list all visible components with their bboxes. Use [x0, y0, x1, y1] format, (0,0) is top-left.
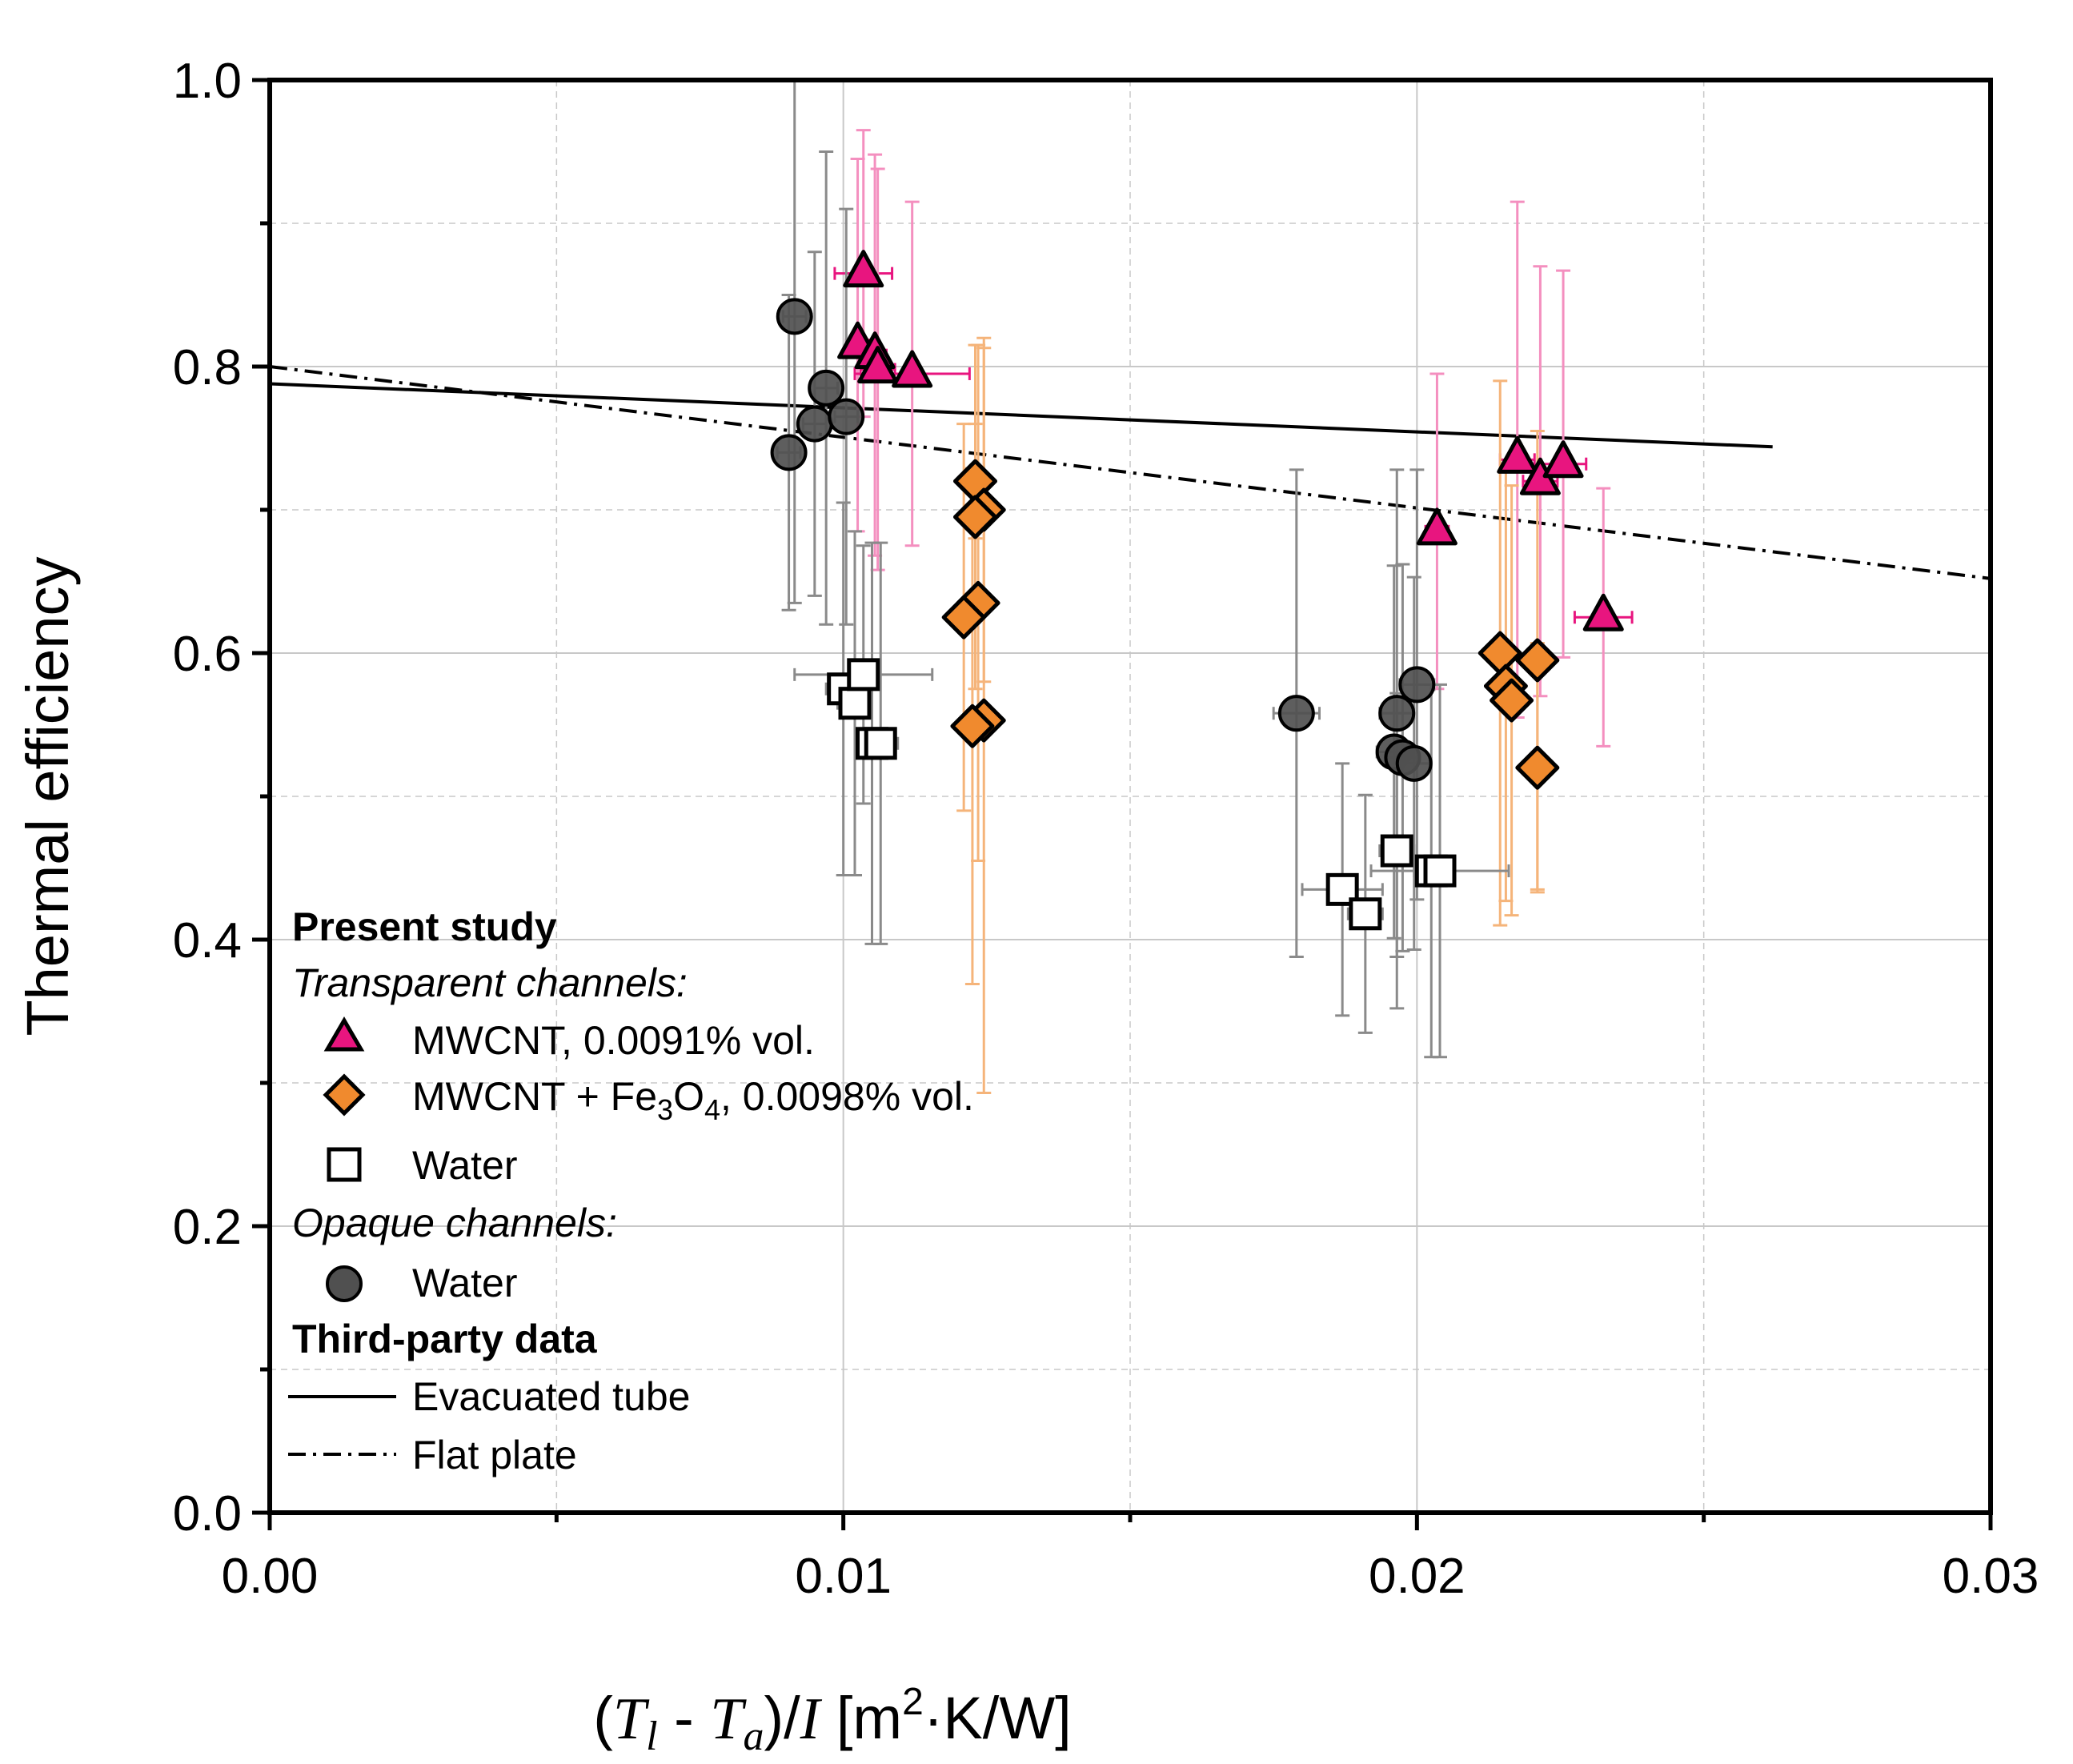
y-tick-label: 0.2	[173, 1200, 242, 1255]
x-label-unit-sup: 2	[902, 1681, 924, 1723]
water-transparent-point	[864, 727, 897, 760]
legend-mwcnt: MWCNT, 0.0091% vol.	[412, 1018, 815, 1063]
legend-water-transparent: Water	[412, 1143, 518, 1188]
water-opaque-point	[1395, 744, 1433, 782]
water-opaque-point	[776, 298, 813, 335]
x-label-unit: [m	[820, 1685, 902, 1751]
x-label-div: )/	[764, 1685, 800, 1751]
water-opaque-point	[1398, 666, 1436, 704]
hybrid-point	[1515, 638, 1560, 683]
hybrid-point	[1490, 678, 1534, 723]
legend-circle-marker	[326, 1265, 363, 1302]
hybrid-point	[1478, 631, 1522, 676]
water-opaque-point	[1378, 695, 1416, 732]
x-axis-title: (Tl - Ta)/I [m2·K/W]	[593, 1681, 1071, 1759]
y-tick-label: 0.4	[173, 913, 242, 968]
x-tick-label: 0.01	[795, 1549, 892, 1604]
legend-square-marker	[327, 1147, 362, 1182]
mwcnt-point	[843, 250, 884, 288]
y-tick-label: 0.8	[173, 340, 242, 395]
y-axis-title: Thermal efficiency	[14, 556, 81, 1036]
hybrid-point	[953, 495, 997, 539]
water-opaque-point	[828, 398, 865, 435]
legend-diamond-marker	[323, 1073, 366, 1117]
x-label-t1-sub: l	[646, 1714, 657, 1759]
y-axis-label: Thermal efficiency	[14, 556, 81, 1036]
water-opaque-point	[796, 405, 833, 443]
mwcnt-point	[857, 346, 899, 384]
water-transparent-point	[1380, 834, 1413, 868]
axis-ticks: 0.00 0.01 0.02 0.03 0.0 0.2 0.4 0.6 0.8 1.0	[173, 54, 2039, 1604]
mwcnt-point	[1497, 435, 1538, 474]
flat-line	[269, 365, 1991, 580]
x-tick-label: 0.02	[1369, 1549, 1466, 1604]
x-label-i: I	[800, 1686, 823, 1752]
legend-water-opaque: Water	[412, 1261, 518, 1305]
water-opaque-point	[1277, 695, 1315, 732]
x-label-unit-rest: ·K/W]	[924, 1685, 1072, 1751]
evacuated-line	[269, 382, 1773, 449]
legend: Present study Transparent channels: MWCN…	[288, 904, 974, 1477]
y-tick-label: 0.0	[173, 1486, 242, 1541]
legend-third-party: Third-party data	[292, 1317, 598, 1361]
x-label-t2: T	[710, 1686, 747, 1752]
x-label-t2-sub: a	[743, 1714, 764, 1759]
error-bars	[776, 78, 1634, 1095]
water-transparent-point	[847, 658, 880, 692]
mwcnt-point	[1582, 593, 1624, 631]
y-tick-label: 1.0	[173, 54, 242, 109]
mwcnt-point	[892, 350, 933, 388]
hybrid-point	[941, 595, 986, 639]
water-opaque-point	[808, 369, 845, 407]
grid	[270, 80, 1991, 1513]
x-label-dash: -	[658, 1685, 711, 1751]
legend-hybrid: MWCNT + Fe3O4, 0.0098% vol.	[412, 1074, 974, 1126]
y-tick-label: 0.6	[173, 627, 242, 682]
mwcnt-point	[1542, 440, 1584, 479]
legend-flat-plate: Flat plate	[412, 1433, 577, 1477]
hybrid-point	[950, 704, 995, 748]
water-opaque-point	[770, 434, 808, 471]
legend-opaque-heading: Opaque channels:	[292, 1201, 617, 1245]
legend-present-study: Present study	[292, 904, 557, 949]
x-tick-label: 0.03	[1943, 1549, 2039, 1604]
svg-text:(Tl - Ta)/I [m2·K/W]: (Tl - Ta)/I [m2·K/W]	[593, 1681, 1071, 1759]
fit-lines	[269, 365, 1991, 580]
water-transparent-point	[838, 687, 872, 720]
water-transparent-point	[1423, 854, 1457, 888]
legend-triangle-marker	[323, 1016, 365, 1052]
data-markers	[770, 250, 1624, 931]
x-label-open: (	[593, 1685, 613, 1751]
hybrid-point	[1515, 745, 1560, 790]
legend-transparent-heading: Transparent channels:	[292, 960, 688, 1005]
x-label-t1: T	[613, 1686, 650, 1752]
legend-evacuated-tube: Evacuated tube	[412, 1374, 691, 1419]
x-tick-label: 0.00	[222, 1549, 319, 1604]
mwcnt-point	[1416, 507, 1458, 546]
water-transparent-point	[1349, 897, 1382, 931]
